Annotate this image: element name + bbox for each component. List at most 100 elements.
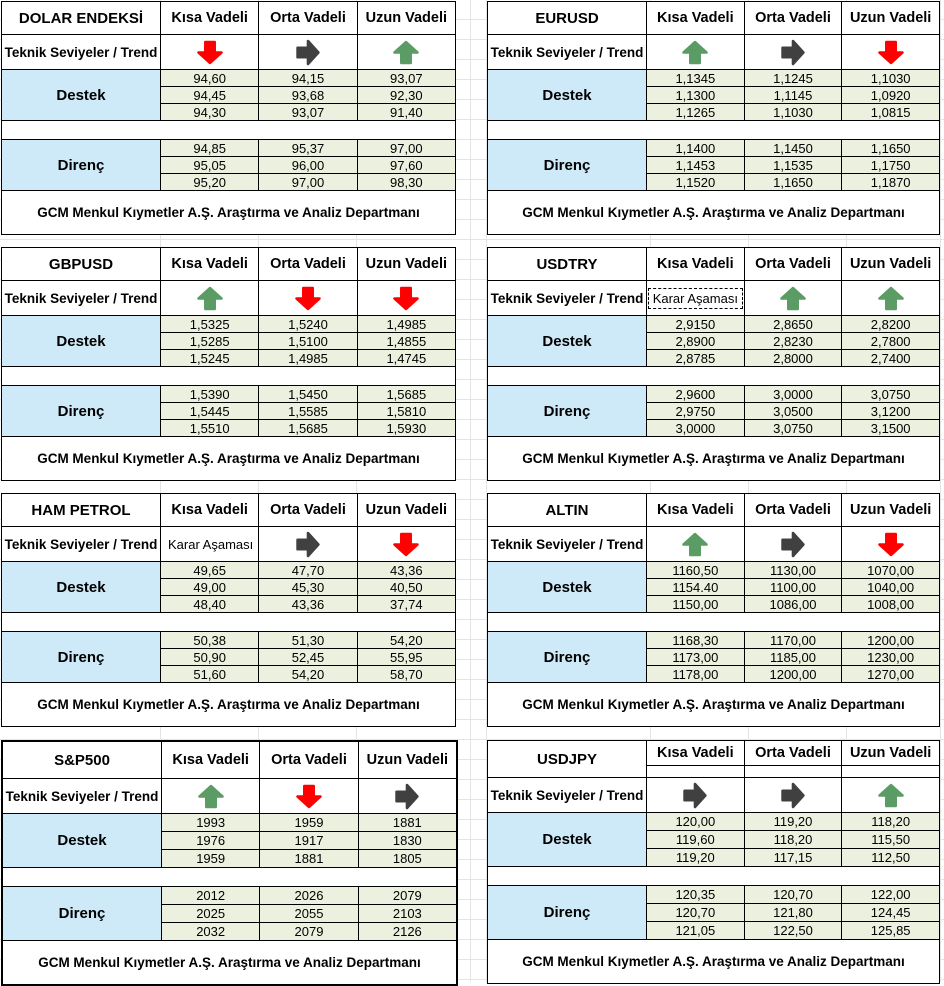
column-header[interactable]: Kısa Vadeli [647, 2, 744, 34]
support-value-cell[interactable]: 1805 [358, 850, 456, 867]
support-value-cell[interactable]: 1,5240 [259, 316, 357, 332]
table-title[interactable]: DOLAR ENDEKSİ [2, 2, 160, 34]
resistance-label[interactable]: Direnç [2, 386, 160, 436]
resistance-value-cell[interactable]: 97,00 [357, 140, 455, 156]
support-label[interactable]: Destek [2, 316, 160, 366]
support-value-cell[interactable]: 118,20 [744, 831, 842, 848]
empty-subheader-cell[interactable] [744, 766, 842, 777]
resistance-value-cell[interactable]: 1,5510 [161, 420, 259, 436]
resistance-value-cell[interactable]: 2012 [162, 887, 260, 904]
resistance-value-cell[interactable]: 1,5585 [259, 403, 357, 419]
resistance-value-cell[interactable]: 1,1400 [647, 140, 744, 156]
support-value-cell[interactable]: 1,1030 [744, 104, 842, 120]
column-header[interactable]: Uzun Vadeli [842, 741, 939, 765]
support-value-cell[interactable]: 1070,00 [842, 562, 939, 578]
resistance-value-cell[interactable]: 1200,00 [744, 666, 842, 682]
support-value-cell[interactable]: 43,36 [357, 562, 455, 578]
column-header[interactable]: Uzun Vadeli [842, 494, 939, 526]
resistance-value-cell[interactable]: 1168,30 [647, 632, 744, 648]
support-value-cell[interactable]: 1,1345 [647, 70, 744, 86]
support-value-cell[interactable]: 1,5285 [161, 333, 259, 349]
support-value-cell[interactable]: 1,0815 [842, 104, 939, 120]
resistance-value-cell[interactable]: 2,9750 [647, 403, 744, 419]
resistance-value-cell[interactable]: 121,05 [647, 922, 744, 939]
trend-row-label[interactable]: Teknik Seviyeler / Trend [3, 779, 161, 813]
support-value-cell[interactable]: 49,00 [161, 579, 259, 595]
trend-row-label[interactable]: Teknik Seviyeler / Trend [2, 281, 160, 315]
support-value-cell[interactable]: 115,50 [842, 831, 939, 848]
support-value-cell[interactable]: 1959 [260, 814, 358, 831]
resistance-value-cell[interactable]: 3,0750 [744, 420, 842, 436]
support-value-cell[interactable]: 1993 [162, 814, 260, 831]
trend-cell[interactable] [358, 779, 456, 813]
trend-cell[interactable] [260, 779, 358, 813]
trend-cell[interactable] [647, 527, 744, 561]
table-title[interactable]: USDTRY [488, 248, 646, 280]
support-value-cell[interactable]: 2,8000 [744, 350, 842, 366]
resistance-value-cell[interactable]: 2055 [260, 905, 358, 922]
resistance-value-cell[interactable]: 51,60 [161, 666, 259, 682]
resistance-value-cell[interactable]: 95,20 [161, 174, 259, 190]
support-value-cell[interactable]: 119,20 [744, 813, 842, 830]
resistance-value-cell[interactable]: 1200,00 [842, 632, 939, 648]
resistance-value-cell[interactable]: 3,0000 [744, 386, 842, 402]
trend-cell[interactable] [259, 281, 357, 315]
resistance-label[interactable]: Direnç [488, 386, 646, 436]
trend-row-label[interactable]: Teknik Seviyeler / Trend [2, 527, 160, 561]
support-value-cell[interactable]: 1,1265 [647, 104, 744, 120]
resistance-value-cell[interactable]: 96,00 [259, 157, 357, 173]
support-value-cell[interactable]: 120,00 [647, 813, 744, 830]
resistance-value-cell[interactable]: 2,9600 [647, 386, 744, 402]
support-value-cell[interactable]: 93,07 [357, 70, 455, 86]
support-value-cell[interactable]: 1,0920 [842, 87, 939, 103]
column-header[interactable]: Orta Vadeli [744, 494, 842, 526]
support-value-cell[interactable]: 1,5325 [161, 316, 259, 332]
support-value-cell[interactable]: 2,8650 [744, 316, 842, 332]
resistance-value-cell[interactable]: 1185,00 [744, 649, 842, 665]
support-value-cell[interactable]: 112,50 [842, 849, 939, 866]
support-value-cell[interactable]: 48,40 [161, 596, 259, 612]
support-value-cell[interactable]: 40,50 [357, 579, 455, 595]
table-title[interactable]: S&P500 [3, 742, 161, 778]
resistance-value-cell[interactable]: 1,1535 [744, 157, 842, 173]
trend-row-label[interactable]: Teknik Seviyeler / Trend [2, 35, 160, 69]
trend-cell[interactable] [744, 527, 842, 561]
support-value-cell[interactable]: 2,8900 [647, 333, 744, 349]
trend-cell[interactable] [162, 779, 260, 813]
resistance-value-cell[interactable]: 50,38 [161, 632, 259, 648]
resistance-value-cell[interactable]: 1170,00 [744, 632, 842, 648]
resistance-value-cell[interactable]: 54,20 [259, 666, 357, 682]
resistance-value-cell[interactable]: 125,85 [842, 922, 939, 939]
column-header[interactable]: Orta Vadeli [744, 741, 842, 765]
resistance-value-cell[interactable]: 1,1650 [744, 174, 842, 190]
support-label[interactable]: Destek [2, 562, 160, 612]
column-header[interactable]: Uzun Vadeli [842, 2, 939, 34]
support-value-cell[interactable]: 94,45 [161, 87, 259, 103]
resistance-value-cell[interactable]: 3,1500 [842, 420, 939, 436]
column-header[interactable]: Orta Vadeli [259, 2, 357, 34]
table-title[interactable]: EURUSD [488, 2, 646, 34]
trend-cell[interactable] [259, 527, 357, 561]
trend-cell[interactable] [842, 35, 939, 69]
support-value-cell[interactable]: 1086,00 [744, 596, 842, 612]
support-value-cell[interactable]: 1881 [260, 850, 358, 867]
column-header[interactable]: Orta Vadeli [744, 2, 842, 34]
support-label[interactable]: Destek [2, 70, 160, 120]
resistance-value-cell[interactable]: 121,80 [744, 904, 842, 921]
trend-cell[interactable]: Karar Aşaması [647, 281, 744, 315]
column-header[interactable]: Kısa Vadeli [647, 741, 744, 765]
resistance-value-cell[interactable]: 95,05 [161, 157, 259, 173]
column-header[interactable]: Kısa Vadeli [161, 494, 259, 526]
support-value-cell[interactable]: 94,60 [161, 70, 259, 86]
resistance-value-cell[interactable]: 3,1200 [842, 403, 939, 419]
support-label[interactable]: Destek [488, 813, 646, 866]
column-header[interactable]: Uzun Vadeli [357, 248, 455, 280]
column-header[interactable]: Orta Vadeli [260, 742, 358, 778]
support-value-cell[interactable]: 119,20 [647, 849, 744, 866]
support-value-cell[interactable]: 119,60 [647, 831, 744, 848]
resistance-value-cell[interactable]: 1270,00 [842, 666, 939, 682]
support-value-cell[interactable]: 1,5245 [161, 350, 259, 366]
resistance-value-cell[interactable]: 1,5930 [357, 420, 455, 436]
support-value-cell[interactable]: 2,8785 [647, 350, 744, 366]
resistance-value-cell[interactable]: 1,5685 [357, 386, 455, 402]
